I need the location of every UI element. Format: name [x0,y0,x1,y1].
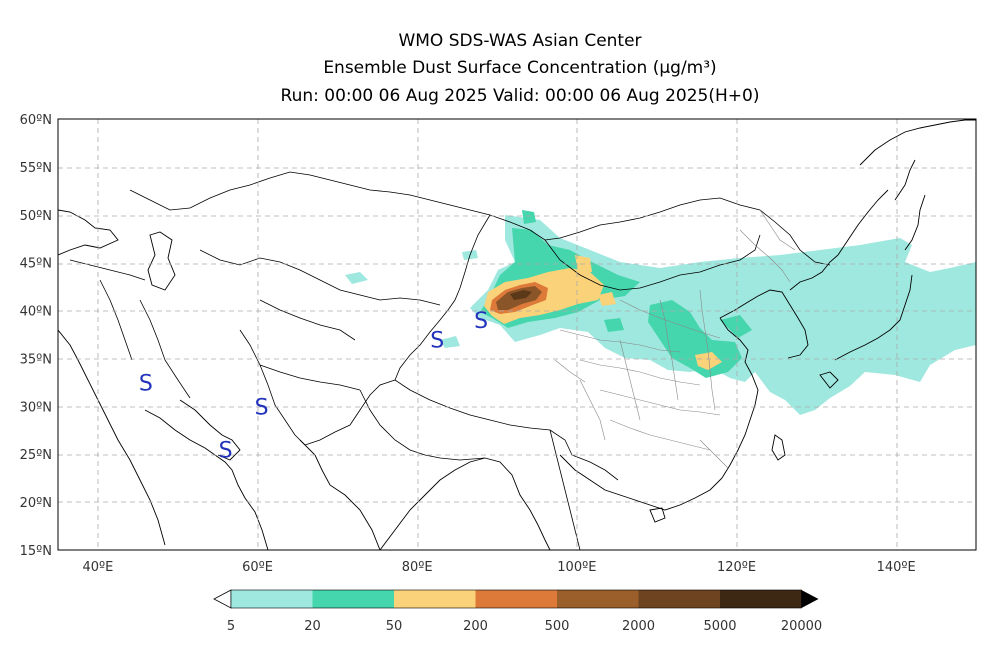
legend-label: 50 [386,619,403,634]
color-legend: 5 20 50 200 500 2000 5000 20000 [213,589,822,634]
graticule [58,119,976,550]
province-borders [554,209,796,469]
legend-swatch [475,590,557,608]
legend-outline [230,589,802,609]
legend-over-arrow [801,590,819,608]
lat-label: 60ºN [20,113,52,128]
run-valid-time: Run: 00:00 06 Aug 2025 Valid: 00:00 06 A… [280,86,760,106]
legend-swatch [231,590,313,608]
legend-swatch [720,590,802,608]
lat-label: 50ºN [20,209,52,224]
map-frame [57,118,977,551]
lat-label: 20ºN [20,496,52,511]
lon-label: 120ºE [717,560,756,575]
legend-label: 20 [304,619,321,634]
legend-swatch [638,590,720,608]
lon-label: 80ºE [402,560,433,575]
lat-label: 45ºN [20,257,52,272]
dust-storm-marker: S [255,395,269,420]
legend-label: 2000 [622,619,655,634]
dust-storm-marker: S [219,438,233,463]
lat-label: 40ºN [20,305,52,320]
lon-label: 60ºE [242,560,273,575]
lat-label: 30ºN [20,400,52,415]
legend-swatch [312,590,394,608]
map-title: WMO SDS-WAS Asian Center [398,31,642,51]
legend-label: 200 [463,619,488,634]
legend-label: 5000 [703,619,736,634]
legend-swatch [557,590,639,608]
lon-label: 40ºE [82,560,113,575]
dust-concentration-field [345,210,976,415]
country-borders [69,171,831,550]
coastlines [58,119,976,550]
lat-label: 35ºN [20,352,52,367]
lon-label: 140ºE [877,560,916,575]
legend-under-arrow [213,589,232,609]
lat-label: 15ºN [20,544,52,559]
lon-label: 100ºE [557,560,596,575]
lat-label: 55ºN [20,161,52,176]
longitude-labels: 40ºE 60ºE 80ºE 100ºE 120ºE 140ºE [82,560,915,575]
legend-label: 20000 [781,619,822,634]
dust-storm-marker: S [139,371,153,396]
legend-label: 500 [545,619,570,634]
latitude-labels: 60ºN 55ºN 50ºN 45ºN 40ºN 35ºN 30ºN 25ºN 20ºN 15ºN [20,113,52,559]
lat-label: 25ºN [20,448,52,463]
legend-label: 5 [227,619,235,634]
dust-storm-marker: S [430,328,444,353]
map-subtitle: Ensemble Dust Surface Concentration (μg/… [323,58,717,78]
dust-storm-marker: S [474,309,488,334]
legend-swatch [394,590,476,608]
